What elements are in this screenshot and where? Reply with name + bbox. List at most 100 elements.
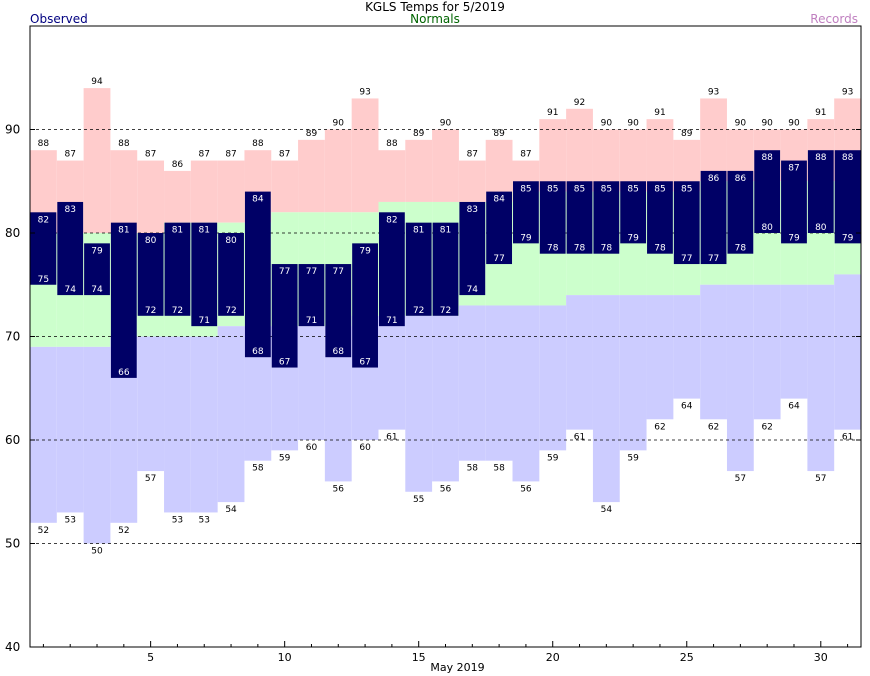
observed-bar — [432, 222, 459, 316]
record-low-band — [83, 346, 111, 544]
record-high-label: 87 — [199, 150, 210, 160]
observed-low-label: 80 — [761, 223, 773, 233]
record-high-band — [217, 160, 245, 223]
observed-high-label: 79 — [91, 246, 103, 256]
record-low-label: 58 — [467, 464, 479, 474]
observed-high-label: 77 — [306, 267, 317, 277]
observed-high-label: 77 — [279, 267, 290, 277]
record-high-label: 90 — [440, 119, 452, 129]
observed-high-label: 81 — [172, 226, 183, 236]
observed-bar — [218, 233, 244, 316]
observed-high-label: 84 — [493, 195, 505, 205]
observed-low-label: 66 — [118, 368, 130, 378]
record-low-band — [30, 346, 57, 523]
record-high-label: 89 — [681, 129, 693, 139]
observed-bar — [137, 233, 164, 316]
record-low-label: 61 — [386, 433, 397, 443]
y-tick-label: 40 — [5, 640, 20, 654]
record-low-band — [137, 336, 165, 472]
observed-high-label: 87 — [788, 164, 799, 174]
x-tick-label: 5 — [147, 651, 154, 664]
observed-low-label: 79 — [520, 233, 532, 243]
observed-low-label: 80 — [815, 223, 827, 233]
observed-high-label: 88 — [761, 153, 773, 163]
observed-high-label: 82 — [386, 215, 397, 225]
record-low-band — [619, 295, 647, 451]
record-high-label: 87 — [145, 150, 156, 160]
observed-low-label: 77 — [681, 254, 692, 264]
observed-high-label: 85 — [654, 184, 665, 194]
record-low-band — [646, 295, 674, 420]
observed-high-label: 85 — [681, 184, 692, 194]
record-low-label: 53 — [199, 515, 210, 525]
observed-high-label: 80 — [225, 236, 237, 246]
record-low-label: 59 — [279, 453, 291, 463]
record-low-band — [432, 315, 459, 482]
record-low-band — [405, 315, 433, 492]
record-low-band — [485, 305, 513, 461]
record-low-label: 61 — [574, 433, 585, 443]
observed-bar — [781, 160, 807, 244]
axes-layer: 40 50 60 70 80 90 5 10 15 20 25 30 — [5, 123, 861, 664]
observed-bar — [84, 243, 110, 296]
record-high-band — [646, 119, 674, 192]
y-tick-label: 90 — [5, 123, 20, 137]
observed-low-label: 79 — [627, 233, 639, 243]
observed-low-label: 75 — [38, 275, 49, 285]
record-high-band — [324, 129, 352, 213]
observed-low-label: 78 — [574, 244, 586, 254]
record-high-band — [164, 170, 191, 223]
record-low-label: 56 — [333, 484, 345, 494]
record-low-label: 55 — [413, 495, 424, 505]
y-tick-label: 50 — [5, 537, 20, 551]
observed-high-label: 81 — [199, 226, 210, 236]
record-low-label: 57 — [815, 474, 826, 484]
x-tick-label: 20 — [546, 651, 560, 664]
observed-high-label: 83 — [64, 205, 75, 215]
record-low-band — [834, 274, 861, 430]
x-tick-label: 10 — [278, 651, 292, 664]
x-tick-label: 25 — [680, 651, 694, 664]
observed-high-label: 77 — [333, 267, 344, 277]
observed-low-label: 79 — [842, 233, 854, 243]
observed-low-label: 68 — [252, 347, 264, 357]
x-tick-label: 15 — [412, 651, 426, 664]
record-high-label: 90 — [601, 119, 613, 129]
observed-bar — [539, 181, 566, 254]
observed-low-label: 77 — [493, 254, 504, 264]
record-low-label: 53 — [172, 515, 183, 525]
record-high-label: 87 — [64, 150, 75, 160]
record-high-band — [83, 88, 111, 233]
observed-bar — [405, 222, 432, 316]
observed-bar — [30, 212, 57, 285]
observed-bar — [110, 222, 137, 378]
observed-bar — [700, 170, 727, 265]
record-high-band — [190, 160, 218, 223]
record-low-label: 50 — [91, 547, 103, 557]
observed-high-label: 79 — [359, 246, 371, 256]
observed-bar — [513, 181, 539, 244]
record-low-band — [298, 326, 325, 440]
observed-bar — [298, 264, 325, 327]
record-high-label: 90 — [333, 119, 345, 129]
observed-high-label: 88 — [842, 153, 854, 163]
observed-bar — [244, 191, 271, 358]
record-high-band — [271, 160, 299, 213]
record-high-band — [566, 108, 593, 192]
record-high-label: 89 — [306, 129, 318, 139]
observed-low-label: 72 — [172, 306, 183, 316]
observed-bar — [807, 150, 834, 233]
record-high-label: 90 — [761, 119, 773, 129]
record-low-label: 62 — [708, 422, 719, 432]
record-low-label: 58 — [493, 464, 505, 474]
record-low-band — [673, 295, 701, 399]
record-high-label: 91 — [547, 108, 558, 118]
observed-bar — [754, 150, 781, 233]
observed-bar — [325, 264, 352, 358]
y-tick-label: 60 — [5, 433, 20, 447]
record-low-band — [753, 284, 781, 420]
observed-low-label: 74 — [91, 285, 103, 295]
record-high-band — [700, 98, 727, 182]
observed-low-label: 78 — [735, 244, 747, 254]
record-low-band — [807, 284, 835, 472]
